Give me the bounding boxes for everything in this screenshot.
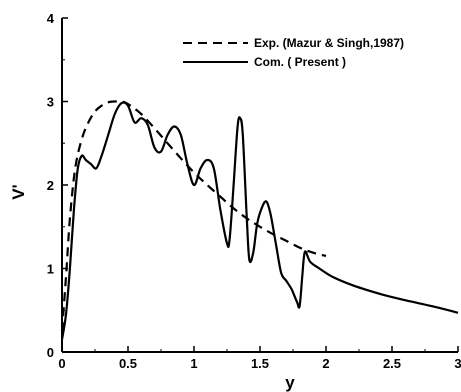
x-axis-title: y [285,373,295,392]
y-tick-label: 4 [47,11,55,26]
legend-label: Exp. (Mazur & Singh,1987) [254,36,404,50]
legend-label: Com. ( Present ) [254,55,346,69]
legend: Exp. (Mazur & Singh,1987) Com. ( Present … [183,36,404,69]
x-tick-label: 3 [454,356,461,371]
y-tick-label: 1 [47,262,54,277]
x-tick-label: 2 [322,356,329,371]
y-tick-label: 3 [47,95,54,110]
x-tick-label: 0 [58,356,65,371]
series-line-experimental [60,100,327,332]
series-line-computed [60,101,459,340]
y-tick-label: 2 [47,178,54,193]
x-tick-label: 0.5 [119,356,137,371]
x-tick-label: 1.5 [251,356,269,371]
y-axis-title: V' [9,184,28,199]
ticks: 0 0.5 1 1.5 2 2.5 3 0 1 2 3 4 [47,11,461,371]
y-tick-label: 0 [47,345,54,360]
x-tick-label: 1 [190,356,197,371]
x-tick-label: 2.5 [383,356,401,371]
curves [60,100,459,340]
